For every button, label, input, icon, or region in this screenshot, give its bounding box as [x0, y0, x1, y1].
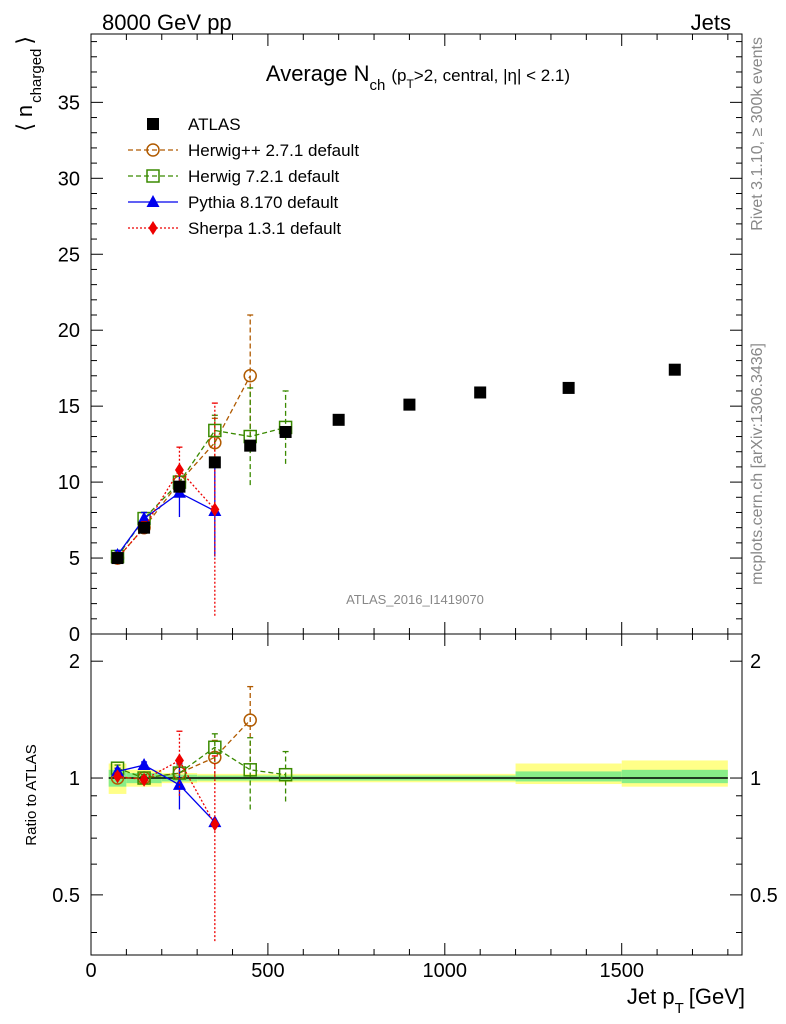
main-point-atlas — [279, 425, 292, 438]
analysis-label: ATLAS_2016_I1419070 — [346, 592, 484, 607]
main-point-atlas — [208, 456, 221, 469]
ratio-point-pythia-8-170-default — [137, 758, 151, 771]
y-tick-label: 30 — [58, 168, 80, 190]
ratio-frame — [90, 633, 743, 956]
ratio-line-sherpa-1-3-1-default — [117, 759, 216, 825]
x-tick-label: 0 — [85, 960, 96, 982]
main-point-atlas — [474, 386, 487, 399]
ratio-point-sherpa-1-3-1-default — [174, 753, 184, 768]
band-inner-6 — [621, 769, 728, 784]
legend-label-sherpa-1-3-1-default: Sherpa 1.3.1 default — [188, 219, 341, 238]
band-inner-5 — [515, 771, 622, 782]
legend-marker-pythia-8-170-default — [146, 195, 160, 207]
ratio-point-herwig-7-2-1-default — [208, 740, 222, 755]
main-point-herwig-7-2-1-default — [208, 423, 222, 438]
main-panel: 0 5 10 15 20 25 30 35 — [58, 33, 743, 646]
x-tick-label: 1500 — [599, 960, 644, 982]
y-tick-label: 5 — [69, 548, 80, 570]
main-point-atlas — [138, 521, 151, 534]
legend-marker-herwig-7-2-1-default — [146, 169, 160, 183]
header-left: 8000 GeV pp — [102, 10, 232, 35]
ratio-y-tick-label: 2 — [69, 651, 80, 673]
ratio-ylabel: Ratio to ATLAS — [23, 744, 40, 845]
legend-marker-sherpa-1-3-1-default — [148, 221, 158, 235]
main-point-atlas — [562, 381, 575, 394]
ratio-y-tick-label: 0.5 — [52, 885, 80, 907]
main-line-herwig-2-7-1-default — [117, 375, 251, 559]
main-point-atlas — [332, 413, 345, 426]
legend-marker-atlas — [147, 118, 159, 130]
legend-label-herwig-2-7-1-default: Herwig++ 2.7.1 default — [188, 141, 359, 160]
main-point-atlas — [668, 363, 681, 376]
rivet-label: Rivet 3.1.10, ≥ 300k events — [749, 37, 766, 231]
y-tick-label: 25 — [58, 244, 80, 266]
ratio-y-tick-label-right: 0.5 — [750, 885, 778, 907]
ratio-point-sherpa-1-3-1-default — [139, 772, 149, 787]
mcplots-label: mcplots.cern.ch [arXiv:1306.3436] — [749, 343, 766, 585]
legend-label-atlas: ATLAS — [188, 115, 241, 134]
ratio-point-pythia-8-170-default — [172, 777, 186, 790]
main-line-pythia-8-170-default — [117, 491, 216, 556]
y-tick-label: 15 — [58, 396, 80, 418]
x-tick-label: 500 — [251, 960, 284, 982]
y-tick-label: 0 — [69, 624, 80, 646]
main-line-herwig-7-2-1-default — [117, 426, 286, 557]
main-point-sherpa-1-3-1-default — [174, 462, 184, 477]
ylabel-close: ⟩ — [12, 36, 37, 45]
ratio-point-sherpa-1-3-1-default — [113, 769, 123, 784]
main-point-herwig-2-7-1-default — [243, 369, 257, 383]
x-tick-label: 1000 — [423, 960, 468, 982]
ratio-line-pythia-8-170-default — [117, 764, 216, 823]
ratio-point-herwig-2-7-1-default — [243, 713, 257, 727]
header-right: Jets — [691, 10, 731, 35]
ratio-y-tick-label-right: 2 — [750, 651, 761, 673]
main-point-pythia-8-170-default — [137, 511, 151, 524]
main-point-atlas — [111, 552, 124, 565]
ratio-point-herwig-7-2-1-default — [278, 767, 293, 782]
ylabel-open: ⟨ — [12, 123, 37, 132]
ratio-panel: 0 500 1000 1500 0.5 0.5 1 1 2 2 — [52, 633, 778, 982]
main-point-sherpa-1-3-1-default — [210, 502, 220, 517]
ylabel-sub: charged — [28, 49, 45, 103]
legend-label-herwig-7-2-1-default: Herwig 7.2.1 default — [188, 167, 339, 186]
main-point-atlas — [244, 439, 257, 452]
y-tick-label: 20 — [58, 320, 80, 342]
ratio-y-tick-label-right: 1 — [750, 768, 761, 790]
main-ylabel: ⟨ n charged ⟩ — [12, 36, 45, 132]
ratio-point-sherpa-1-3-1-default — [210, 817, 220, 832]
legend-marker-herwig-2-7-1-default — [146, 143, 160, 157]
xlabel: Jet pT [GeV] — [627, 984, 745, 1017]
main-point-atlas — [173, 480, 186, 493]
svg-text:⟨ncharged⟩: ⟨ n charged ⟩ — [12, 36, 45, 132]
ratio-y-tick-label: 1 — [69, 768, 80, 790]
main-title: Average Nch(pT>2, central, |η| < 2.1) — [266, 61, 570, 94]
legend: ATLAS Herwig++ 2.7.1 default Herwig 7.2.1 … — [128, 115, 359, 238]
main-line-sherpa-1-3-1-default — [117, 468, 216, 559]
y-tick-label: 35 — [58, 92, 80, 114]
main-point-atlas — [403, 398, 416, 411]
y-tick-label: 10 — [58, 472, 80, 494]
legend-label-pythia-8-170-default: Pythia 8.170 default — [188, 193, 339, 212]
ylabel-n: n — [12, 105, 37, 117]
ratio-point-herwig-7-2-1-default — [243, 763, 257, 777]
